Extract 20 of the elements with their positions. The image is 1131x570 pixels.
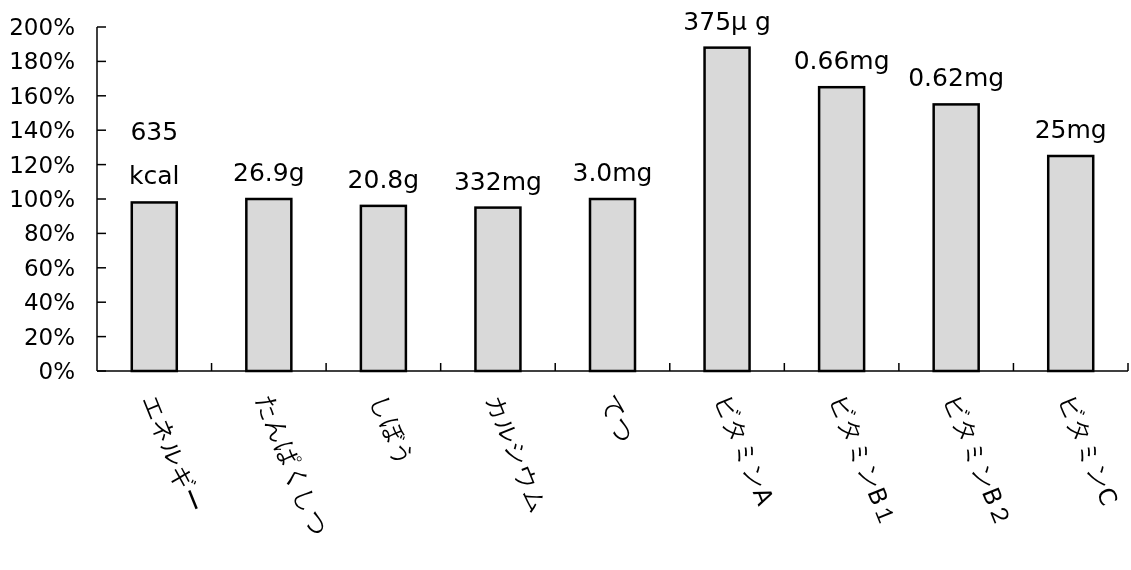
y-tick-label: 160% — [9, 82, 75, 109]
x-tick-label: カルシウム — [480, 390, 554, 518]
x-tick-label: しぼう — [365, 390, 420, 471]
x-tick-label: ビタミンC — [1053, 390, 1123, 510]
y-tick-label: 100% — [9, 186, 75, 212]
y-tick-label: 0% — [38, 358, 75, 384]
x-tick-label: てつ — [594, 390, 640, 448]
x-tick-label: たんぱくしつ — [251, 390, 334, 541]
y-tick-label: 20% — [23, 323, 75, 350]
x-tick-label: ビタミンA — [709, 390, 780, 510]
x-tick-label: ビタミンB２ — [938, 390, 1018, 532]
y-tick-label: 40% — [23, 289, 75, 316]
x-tick-label: ビタミンB１ — [824, 390, 903, 532]
y-tick-label: 200% — [9, 14, 75, 40]
y-tick-label: 80% — [23, 220, 75, 247]
y-tick-label: 180% — [9, 48, 75, 75]
y-tick-label: 140% — [9, 117, 75, 144]
y-tick-label: 120% — [9, 151, 75, 178]
x-tick-label: エネルギー — [136, 390, 210, 517]
y-tick-label: 60% — [23, 254, 75, 281]
